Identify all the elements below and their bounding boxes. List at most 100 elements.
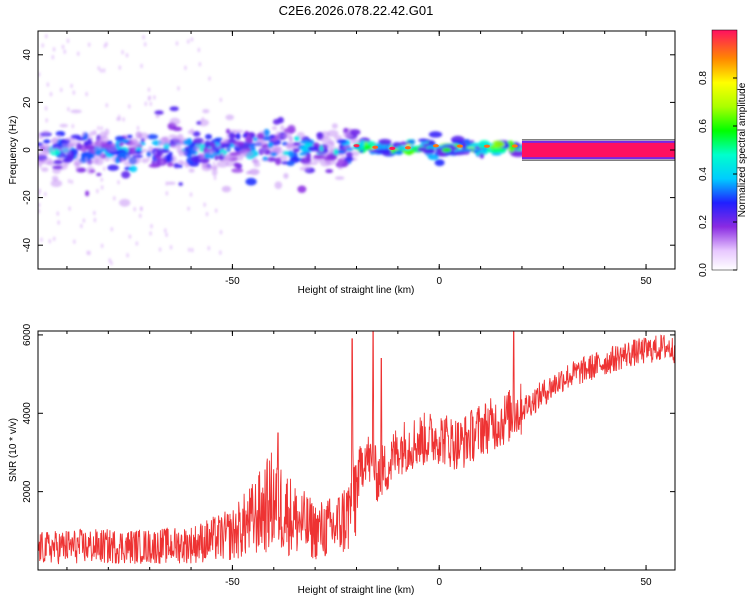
spectrogram-blob xyxy=(115,140,122,149)
spectrogram-blob xyxy=(331,123,338,129)
spectrogram-speckle xyxy=(93,129,97,135)
spectrogram-speckle xyxy=(44,106,48,111)
spectrogram-speckle xyxy=(52,147,55,152)
spectrogram-speckle xyxy=(67,178,71,184)
spectrogram-line xyxy=(521,142,675,158)
spectrogram-blob xyxy=(43,139,51,144)
spectrogram-speckle xyxy=(85,157,88,162)
spectrogram-speckle xyxy=(190,37,194,42)
spectrogram-blob xyxy=(89,152,95,159)
spectrogram-blob xyxy=(271,126,278,130)
spectrogram-speckle xyxy=(73,239,76,244)
spectrogram-blob xyxy=(394,150,403,156)
spectrogram-blob xyxy=(70,109,82,114)
spectrogram-speckle xyxy=(110,260,113,266)
spectrogram-blob xyxy=(221,185,231,193)
spectrogram-blob xyxy=(479,149,487,154)
spectrogram-peak xyxy=(483,144,490,148)
spectrogram-blob xyxy=(490,147,507,153)
spectrogram-blob xyxy=(192,137,205,145)
snr-marks xyxy=(38,331,675,565)
spectrogram-speckle xyxy=(48,239,51,244)
spectrogram-speckle xyxy=(128,234,132,239)
spectrogram-blob xyxy=(41,167,49,172)
spectrogram-speckle xyxy=(41,43,44,48)
spectrogram-panel: -50 0 50 -40 -20 0 20 40 Height of straight lin… xyxy=(8,30,676,296)
spectrogram-blob xyxy=(89,169,96,173)
spectrogram-speckle xyxy=(60,87,63,93)
spectrogram-speckle xyxy=(56,211,59,216)
spectrogram-speckle xyxy=(70,179,74,185)
spectrogram-blob xyxy=(293,142,301,146)
spectrogram-speckle xyxy=(98,145,101,150)
spectrogram-speckle xyxy=(201,140,205,145)
spectrogram-xtick-label: 0 xyxy=(436,276,442,287)
spectrogram-speckle xyxy=(67,107,70,112)
snr-line xyxy=(38,331,675,565)
spectrogram-speckle xyxy=(46,82,50,87)
spectrogram-speckle xyxy=(219,230,223,235)
spectrogram-blob xyxy=(52,165,63,170)
spectrogram-speckle xyxy=(90,136,94,142)
spectrogram-blob xyxy=(142,149,148,153)
spectrogram-blob xyxy=(349,129,361,136)
spectrogram-speckle xyxy=(44,191,47,197)
spectrogram-blob xyxy=(510,150,526,158)
spectrogram-blob xyxy=(216,160,229,168)
spectrogram-blob xyxy=(461,142,467,151)
spectrogram-speckle xyxy=(52,47,56,52)
spectrogram-blob xyxy=(253,137,258,142)
spectrogram-speckle xyxy=(102,68,106,73)
spectrogram-speckle xyxy=(85,91,88,97)
spectrogram-blob xyxy=(274,181,283,190)
spectrogram-blob xyxy=(38,152,48,158)
spectrogram-speckle xyxy=(45,34,48,39)
spectrogram-ytick-label: 40 xyxy=(22,49,33,61)
spectrogram-blob xyxy=(235,132,241,140)
spectrogram-speckle xyxy=(143,42,147,47)
spectrogram-ylabel: Frequency (Hz) xyxy=(8,116,19,185)
spectrogram-speckle xyxy=(175,41,179,46)
snr-ytick-label: 2000 xyxy=(22,480,33,503)
spectrogram-blob xyxy=(214,154,219,161)
spectrogram-speckle xyxy=(210,150,213,155)
spectrogram-blob xyxy=(293,136,300,142)
spectrogram-blob xyxy=(59,146,71,154)
spectrogram-blob xyxy=(159,142,169,146)
spectrogram-blob xyxy=(228,132,236,140)
spectrogram-blob xyxy=(93,142,103,147)
spectrogram-blob xyxy=(283,127,296,134)
spectrogram-speckle xyxy=(57,220,60,225)
spectrogram-speckle xyxy=(203,202,206,207)
spectrogram-blob xyxy=(134,150,143,154)
spectrogram-blob xyxy=(141,158,149,164)
spectrogram-speckle xyxy=(221,152,224,157)
spectrogram-blob xyxy=(363,144,372,151)
spectrogram-blob xyxy=(437,151,447,157)
spectrogram-blob xyxy=(299,157,312,164)
spectrogram-blob xyxy=(49,148,61,156)
spectrogram-blob xyxy=(441,147,452,153)
spectrogram-blob xyxy=(159,159,165,165)
snr-xtick-label: 50 xyxy=(640,577,652,588)
spectrogram-speckle xyxy=(93,217,97,223)
spectrogram-speckle xyxy=(121,50,124,55)
spectrogram-blob xyxy=(123,160,132,166)
spectrogram-speckle xyxy=(219,97,223,103)
spectrogram-blob xyxy=(297,185,307,193)
spectrogram-blob xyxy=(316,132,322,137)
spectrogram-blob xyxy=(55,131,66,137)
spectrogram-speckle xyxy=(213,175,217,181)
spectrogram-speckle xyxy=(87,42,91,47)
spectrogram-speckle xyxy=(181,135,184,141)
spectrogram-blob xyxy=(96,172,102,177)
spectrogram-blob xyxy=(424,148,436,152)
spectrogram-speckle xyxy=(57,134,61,140)
spectrogram-blob xyxy=(225,114,235,121)
spectrogram-blob xyxy=(135,131,142,139)
spectrogram-speckle xyxy=(97,66,100,71)
spectrogram-blob xyxy=(202,109,210,114)
spectrogram-blob xyxy=(255,140,265,147)
spectrogram-blob xyxy=(84,145,96,150)
spectrogram-speckle xyxy=(45,118,48,123)
